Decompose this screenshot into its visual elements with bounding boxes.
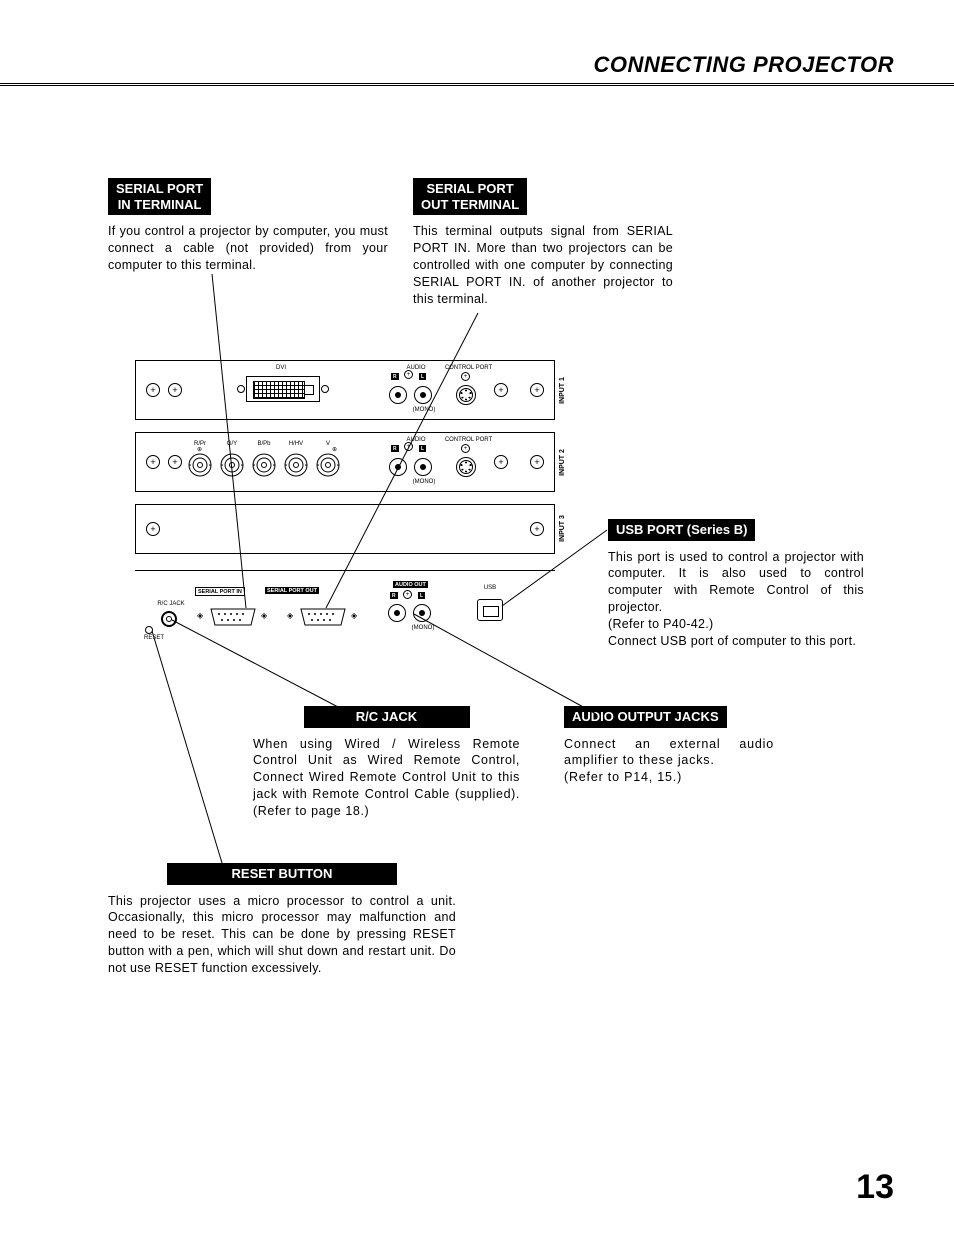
reset-label: RESET bbox=[139, 635, 169, 641]
usb-port-label: USB bbox=[475, 585, 505, 591]
input1-label: INPUT 1 bbox=[559, 377, 566, 404]
audio-r-jack bbox=[389, 386, 407, 404]
serial-in-body: If you control a projector by computer, … bbox=[108, 223, 388, 274]
screw-icon bbox=[461, 372, 470, 381]
usb-title: USB PORT (Series B) bbox=[608, 519, 755, 541]
audio-l-jack bbox=[414, 458, 432, 476]
bnc-connector bbox=[188, 453, 212, 477]
callout-serial-out: SERIAL PORT OUT TERMINAL This terminal o… bbox=[413, 178, 673, 308]
mono-label: (MONO) bbox=[409, 407, 439, 413]
l-label: L bbox=[419, 373, 426, 380]
control-port-label: CONTROL PORT bbox=[441, 365, 496, 371]
audio-l-jack bbox=[414, 386, 432, 404]
hhv-label: H/HV bbox=[285, 441, 307, 447]
audio-out-port-label: AUDIO OUT bbox=[393, 581, 428, 588]
screw-icon: ◈ bbox=[287, 611, 293, 620]
serial-in-title-l2: IN TERMINAL bbox=[118, 197, 202, 212]
input1-panel: DVI AUDIO R L (MONO) CONTROL PORT INPUT … bbox=[135, 360, 555, 420]
callout-serial-in: SERIAL PORT IN TERMINAL If you control a… bbox=[108, 178, 388, 274]
callout-rc-jack: R/C JACK When using Wired / Wireless Rem… bbox=[253, 706, 520, 820]
screw-icon bbox=[146, 522, 160, 536]
audio-out-body: Connect an external audio amplifier to t… bbox=[564, 736, 774, 787]
serial-in-title-l1: SERIAL PORT bbox=[116, 181, 203, 196]
serial-out-title: SERIAL PORT OUT TERMINAL bbox=[413, 178, 527, 215]
mono-label: (MONO) bbox=[408, 625, 438, 631]
rc-jack-title: R/C JACK bbox=[304, 706, 470, 728]
l-label: L bbox=[419, 445, 426, 452]
r-label: R bbox=[390, 592, 398, 599]
screw-icon bbox=[461, 444, 470, 453]
callout-usb: USB PORT (Series B) This port is used to… bbox=[608, 519, 864, 650]
dvi-connector bbox=[246, 376, 320, 402]
reset-title: RESET BUTTON bbox=[167, 863, 397, 885]
audio-out-title: AUDIO OUTPUT JACKS bbox=[564, 706, 727, 728]
screw-icon bbox=[404, 370, 413, 379]
screw-icon bbox=[494, 383, 508, 397]
page-number: 13 bbox=[856, 1168, 894, 1207]
bnc-connector bbox=[220, 453, 244, 477]
screw-icon: ◈ bbox=[197, 611, 203, 620]
screw-icon bbox=[530, 455, 544, 469]
audio-out-l-jack bbox=[413, 604, 431, 622]
serial-out-body: This terminal outputs signal from SERIAL… bbox=[413, 223, 673, 307]
r-label: R bbox=[391, 445, 399, 452]
dvi-label: DVI bbox=[266, 365, 296, 371]
terminal-diagram: DVI AUDIO R L (MONO) CONTROL PORT INPUT … bbox=[135, 360, 575, 660]
l-label: L bbox=[418, 592, 425, 599]
screw-icon: ◈ bbox=[351, 611, 357, 620]
screw-icon: ⊕ bbox=[197, 446, 203, 451]
screw-icon bbox=[403, 590, 412, 599]
screw-icon bbox=[168, 455, 182, 469]
bnc-connector bbox=[284, 453, 308, 477]
screw-icon: ◈ bbox=[261, 611, 267, 620]
bnc-connector bbox=[316, 453, 340, 477]
input3-panel: INPUT 3 bbox=[135, 504, 555, 554]
page-header: CONNECTING PROJECTOR bbox=[593, 52, 894, 78]
serial-out-port-label: SERIAL PORT OUT bbox=[265, 587, 319, 594]
reset-button-conn bbox=[145, 626, 153, 634]
screw-icon: ⊕ bbox=[332, 446, 338, 451]
screw-icon bbox=[404, 442, 413, 451]
rc-jack-body: When using Wired / Wireless Remote Contr… bbox=[253, 736, 520, 820]
bpb-label: B/Pb bbox=[253, 441, 275, 447]
serial-out-title-l2: OUT TERMINAL bbox=[421, 197, 519, 212]
rc-jack-label: R/C JACK bbox=[151, 601, 191, 607]
control-port-conn bbox=[456, 457, 476, 477]
audio-r-jack bbox=[389, 458, 407, 476]
rc-jack-conn bbox=[161, 611, 177, 627]
input2-label: INPUT 2 bbox=[559, 449, 566, 476]
control-port-conn bbox=[456, 385, 476, 405]
r-label: R bbox=[391, 373, 399, 380]
control-port-label: CONTROL PORT bbox=[441, 437, 496, 443]
screw-icon bbox=[494, 455, 508, 469]
callout-reset: RESET BUTTON This projector uses a micro… bbox=[108, 863, 456, 977]
usb-body: This port is used to control a projector… bbox=[608, 549, 864, 650]
screw-icon bbox=[168, 383, 182, 397]
screw-icon bbox=[146, 455, 160, 469]
audio-out-r-jack bbox=[388, 604, 406, 622]
input3-label: INPUT 3 bbox=[559, 515, 566, 542]
serial-out-title-l1: SERIAL PORT bbox=[427, 181, 514, 196]
screw-icon bbox=[530, 383, 544, 397]
gy-label: G/Y bbox=[221, 441, 243, 447]
serial-port-in-conn bbox=[207, 607, 259, 627]
screw-icon bbox=[146, 383, 160, 397]
serial-port-out-conn bbox=[297, 607, 349, 627]
bnc-connector bbox=[252, 453, 276, 477]
header-rule bbox=[0, 83, 954, 86]
serial-in-title: SERIAL PORT IN TERMINAL bbox=[108, 178, 211, 215]
usb-port-conn bbox=[477, 599, 503, 621]
screw-icon bbox=[530, 522, 544, 536]
mono-label: (MONO) bbox=[409, 479, 439, 485]
reset-body: This projector uses a micro processor to… bbox=[108, 893, 456, 977]
serial-in-port-label: SERIAL PORT IN bbox=[195, 587, 245, 596]
callout-audio-out: AUDIO OUTPUT JACKS Connect an external a… bbox=[564, 706, 774, 786]
bottom-panel: R/C JACK RESET SERIAL PORT IN SERIAL POR… bbox=[135, 570, 555, 640]
input2-panel: R/Pr G/Y B/Pb H/HV V ⊕ ⊕ AUDIO R L (MONO… bbox=[135, 432, 555, 492]
